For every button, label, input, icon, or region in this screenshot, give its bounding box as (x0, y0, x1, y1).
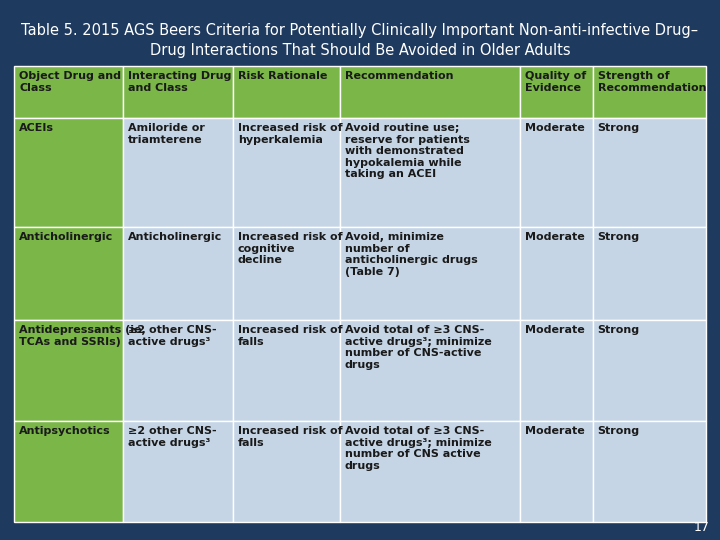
Text: Strong: Strong (598, 232, 639, 242)
Text: Moderate: Moderate (525, 325, 585, 335)
Text: Increased risk of
falls: Increased risk of falls (238, 426, 342, 448)
Bar (233, 320, 340, 421)
Text: Antipsychotics: Antipsychotics (19, 426, 111, 436)
Bar (123, 66, 233, 118)
Bar (340, 118, 520, 227)
Text: Quality of
Evidence: Quality of Evidence (525, 71, 586, 92)
Bar (14, 66, 123, 118)
Bar (233, 66, 340, 118)
Text: Table 5. 2015 AGS Beers Criteria for Potentially Clinically Important Non-anti-i: Table 5. 2015 AGS Beers Criteria for Pot… (22, 23, 698, 37)
Text: Drug Interactions That Should Be Avoided in Older Adults: Drug Interactions That Should Be Avoided… (150, 43, 570, 57)
Text: Moderate: Moderate (525, 123, 585, 133)
Bar (123, 320, 233, 421)
Text: Avoid total of ≥3 CNS-
active drugs³; minimize
number of CNS active
drugs: Avoid total of ≥3 CNS- active drugs³; mi… (345, 426, 492, 471)
Text: Object Drug and
Class: Object Drug and Class (19, 71, 121, 92)
Text: ≥2 other CNS-
active drugs³: ≥2 other CNS- active drugs³ (128, 325, 217, 347)
Text: Avoid routine use;
reserve for patients
with demonstrated
hypokalemia while
taki: Avoid routine use; reserve for patients … (345, 123, 470, 179)
Bar (520, 421, 593, 522)
Bar (520, 66, 593, 118)
Text: Risk Rationale: Risk Rationale (238, 71, 327, 81)
Bar (593, 118, 706, 227)
Text: Increased risk of
hyperkalemia: Increased risk of hyperkalemia (238, 123, 342, 145)
Bar (593, 421, 706, 522)
Bar (123, 227, 233, 320)
Text: Increased risk of
falls: Increased risk of falls (238, 325, 342, 347)
Text: Anticholinergic: Anticholinergic (128, 232, 222, 242)
Bar (593, 66, 706, 118)
Text: 17: 17 (694, 521, 710, 534)
Text: Recommendation: Recommendation (345, 71, 454, 81)
Text: Interacting Drug
and Class: Interacting Drug and Class (128, 71, 232, 92)
Text: Avoid total of ≥3 CNS-
active drugs³; minimize
number of CNS-active
drugs: Avoid total of ≥3 CNS- active drugs³; mi… (345, 325, 492, 370)
Bar (233, 421, 340, 522)
Text: Strong: Strong (598, 426, 639, 436)
Bar (520, 118, 593, 227)
Bar (233, 118, 340, 227)
Text: Strength of
Recommendation: Strength of Recommendation (598, 71, 706, 92)
Bar (14, 227, 123, 320)
Bar (340, 66, 520, 118)
Text: Strong: Strong (598, 123, 639, 133)
Text: Anticholinergic: Anticholinergic (19, 232, 113, 242)
Text: Amiloride or
triamterene: Amiloride or triamterene (128, 123, 205, 145)
Bar (14, 421, 123, 522)
Bar (520, 320, 593, 421)
Bar (340, 227, 520, 320)
Bar (593, 227, 706, 320)
Text: Increased risk of
cognitive
decline: Increased risk of cognitive decline (238, 232, 342, 265)
Bar (14, 118, 123, 227)
Bar (593, 320, 706, 421)
Bar (340, 320, 520, 421)
Bar (123, 118, 233, 227)
Text: Antidepressants (ie,
TCAs and SSRIs): Antidepressants (ie, TCAs and SSRIs) (19, 325, 145, 347)
Text: Avoid, minimize
number of
anticholinergic drugs
(Table 7): Avoid, minimize number of anticholinergi… (345, 232, 477, 277)
Bar (520, 227, 593, 320)
Text: ≥2 other CNS-
active drugs³: ≥2 other CNS- active drugs³ (128, 426, 217, 448)
Text: Moderate: Moderate (525, 426, 585, 436)
Bar (14, 320, 123, 421)
Bar (123, 421, 233, 522)
Bar (340, 421, 520, 522)
Text: Strong: Strong (598, 325, 639, 335)
Bar (233, 227, 340, 320)
Text: ACEIs: ACEIs (19, 123, 54, 133)
Text: Moderate: Moderate (525, 232, 585, 242)
